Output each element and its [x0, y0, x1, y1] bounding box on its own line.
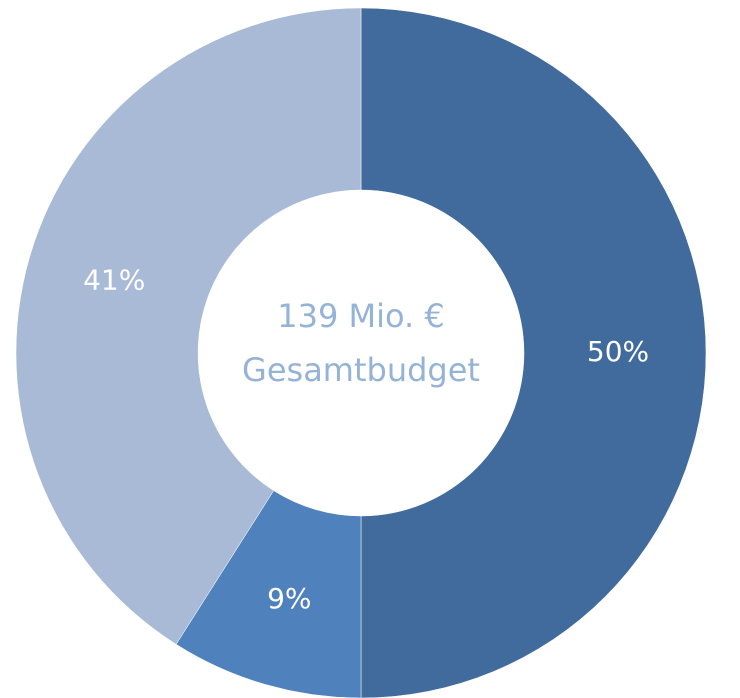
slice-label: 50%	[587, 335, 649, 368]
center-subtitle: Gesamtbudget	[242, 351, 480, 389]
slice-label: 41%	[83, 263, 145, 296]
center-title: 139 Mio. €	[277, 297, 444, 335]
slice	[360, 7, 707, 698]
slices	[15, 7, 707, 698]
slice-label: 9%	[267, 582, 311, 615]
